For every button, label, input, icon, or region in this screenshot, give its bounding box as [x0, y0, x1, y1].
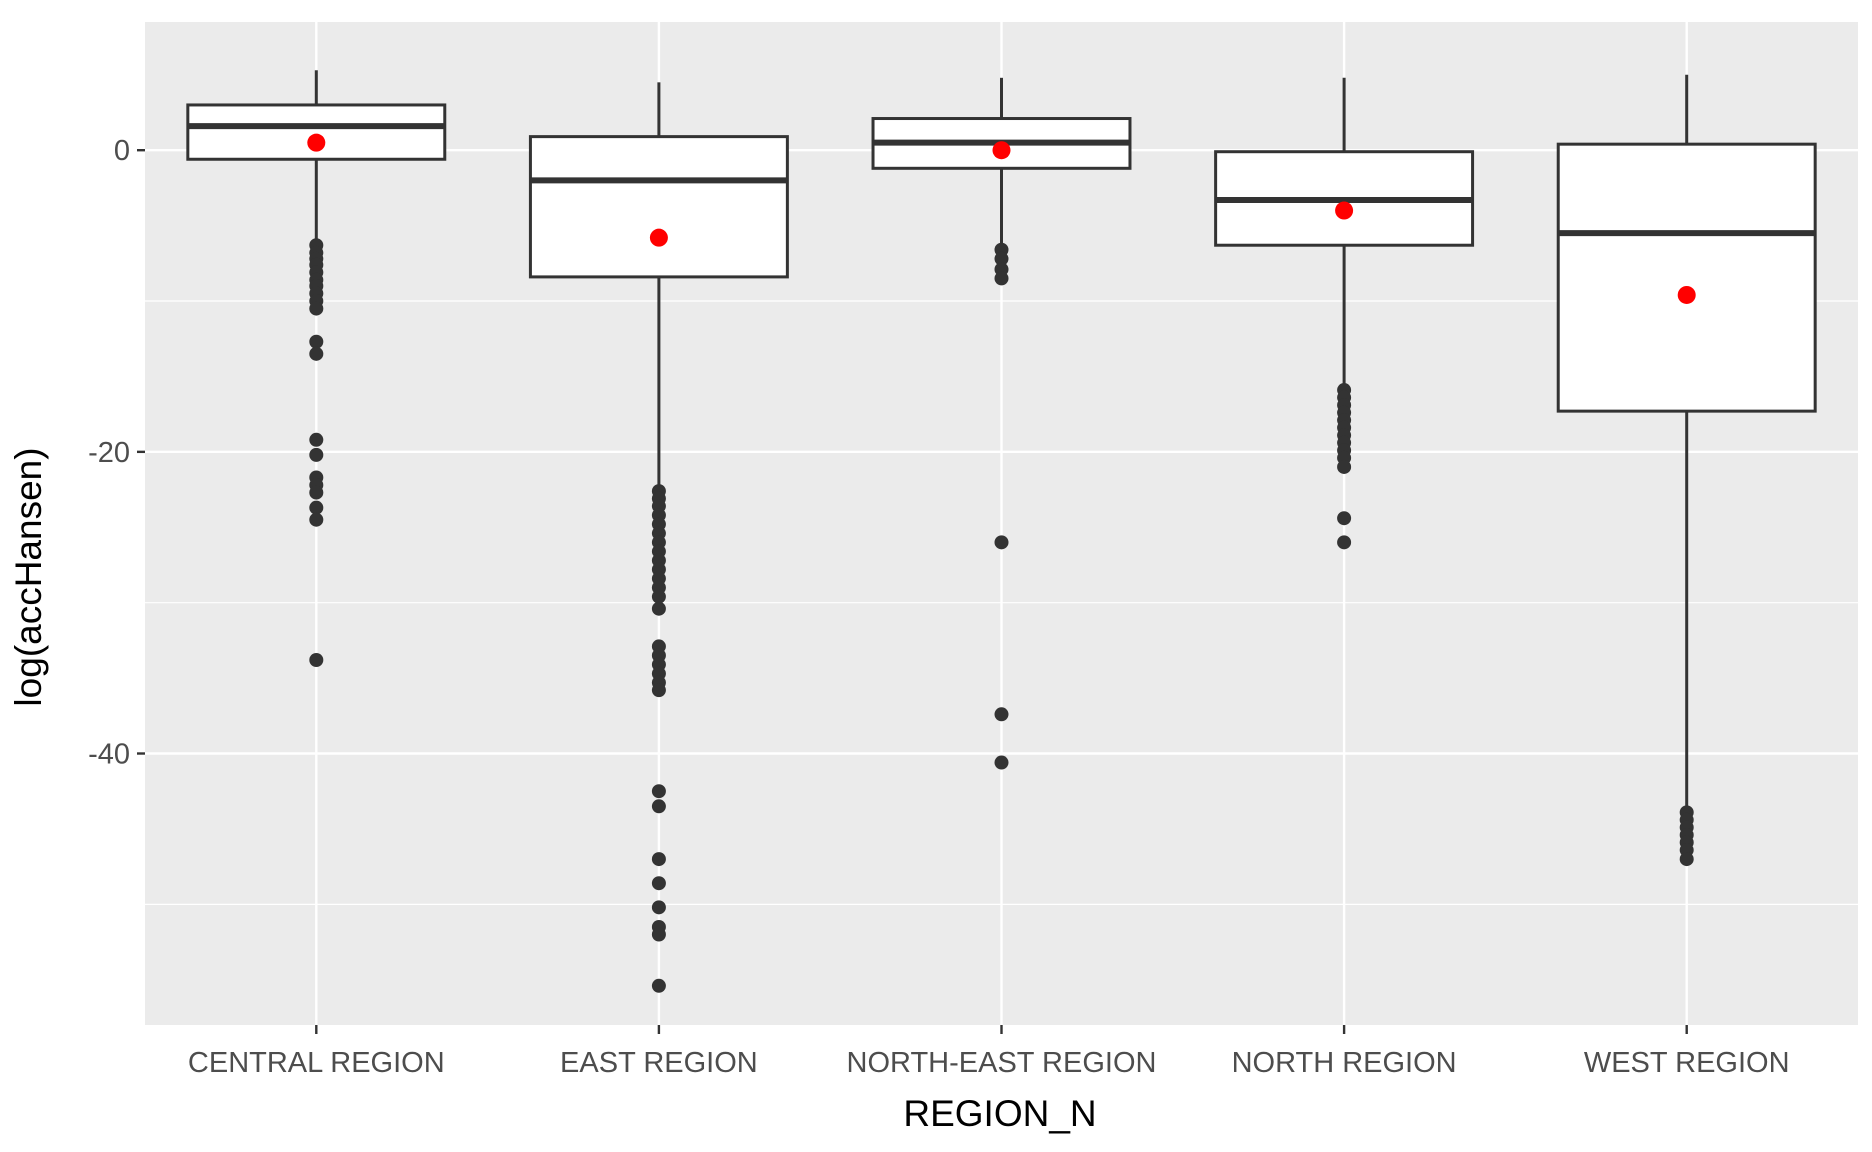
outlier-point: [651, 784, 666, 799]
x-axis-title: REGION_N: [903, 1093, 1096, 1134]
mean-point: [649, 228, 668, 247]
outlier-point: [994, 755, 1009, 770]
boxplot-series: [186, 70, 1817, 993]
outlier-point: [1337, 459, 1352, 474]
outlier-point: [651, 876, 666, 891]
outlier-point: [651, 799, 666, 814]
outlier-point: [309, 346, 324, 361]
outlier-point: [1337, 535, 1352, 550]
outlier-point: [309, 485, 324, 500]
mean-point: [1335, 201, 1354, 220]
outlier-point: [309, 334, 324, 349]
box: [1556, 142, 1817, 413]
outlier-point: [994, 535, 1009, 550]
box-group: [871, 77, 1132, 770]
box-group: [1214, 77, 1475, 550]
outlier-point: [309, 447, 324, 462]
mean-point: [1677, 285, 1696, 304]
mean-point: [307, 133, 326, 152]
box-group: [1556, 74, 1817, 867]
box-group: [186, 70, 447, 667]
x-tick-label: NORTH-EAST REGION: [847, 1047, 1157, 1079]
box: [528, 135, 789, 279]
outlier-point: [1679, 852, 1694, 867]
outlier-point: [994, 251, 1009, 266]
outlier-point: [1337, 511, 1352, 526]
x-axis: CENTRAL REGION EAST REGION NORTH-EAST REGI…: [188, 1025, 1790, 1079]
y-axis-title: log(accHansen): [8, 447, 49, 706]
outlier-point: [309, 652, 324, 667]
outlier-point: [994, 271, 1009, 286]
x-tick-label: WEST REGION: [1584, 1047, 1790, 1079]
outlier-point: [309, 500, 324, 515]
outlier-point: [309, 432, 324, 447]
box-group: [528, 82, 789, 993]
x-tick-label: EAST REGION: [560, 1047, 758, 1079]
y-tick-label: -40: [88, 739, 130, 771]
y-tick-label: -20: [88, 437, 130, 469]
outlier-point: [651, 927, 666, 942]
outlier-point: [994, 707, 1009, 722]
x-tick-label: CENTRAL REGION: [188, 1047, 445, 1079]
outlier-point: [309, 301, 324, 316]
outlier-point: [651, 589, 666, 604]
y-tick-label: 0: [114, 135, 130, 167]
outlier-point: [651, 852, 666, 867]
x-tick-label: NORTH REGION: [1232, 1047, 1457, 1079]
outlier-point: [309, 512, 324, 527]
y-axis: 0 -20 -40: [88, 135, 145, 771]
outlier-point: [651, 978, 666, 993]
outlier-point: [651, 683, 666, 698]
outlier-point: [651, 900, 666, 915]
outlier-point: [651, 601, 666, 616]
mean-point: [992, 141, 1011, 160]
